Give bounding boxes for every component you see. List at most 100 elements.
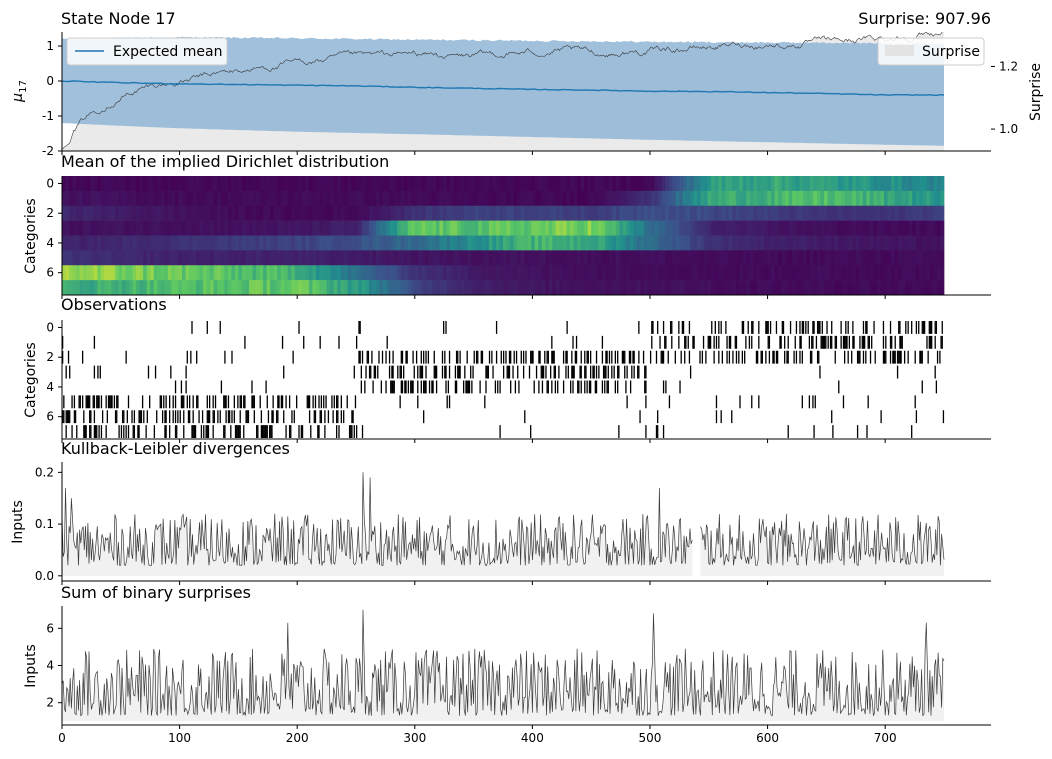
heatmap-cell	[926, 250, 931, 266]
heatmap-cell	[721, 205, 726, 221]
observation-mark	[812, 321, 814, 334]
heatmap-cell	[940, 280, 945, 296]
heatmap-cell	[545, 176, 550, 192]
heatmap-cell	[845, 190, 850, 207]
heatmap-cell	[107, 190, 112, 207]
observation-mark	[829, 335, 832, 349]
observation-mark	[915, 410, 918, 424]
heatmap-cell	[820, 235, 825, 251]
heatmap-cell	[294, 176, 299, 192]
surprise-line	[62, 32, 943, 150]
heatmap-cell	[555, 190, 560, 207]
heatmap-cell	[386, 265, 391, 281]
observation-mark	[354, 395, 357, 409]
heatmap-cell	[196, 205, 200, 221]
heatmap-cell	[753, 235, 758, 251]
heatmap-cell	[742, 265, 747, 281]
heatmap-cell	[940, 250, 945, 266]
observation-mark	[522, 350, 525, 364]
observation-mark	[861, 335, 863, 349]
heatmap-cell	[675, 176, 680, 192]
heatmap-cell	[492, 250, 497, 266]
observation-mark	[684, 350, 686, 364]
heatmap-cell	[686, 250, 691, 266]
heatmap-cell	[675, 190, 680, 207]
heatmap-cell	[256, 205, 260, 221]
heatmap-cell	[446, 280, 451, 296]
heatmap-cell	[552, 280, 557, 296]
observation-mark	[137, 425, 139, 439]
heatmap-cell	[407, 176, 412, 192]
heatmap-cell	[714, 250, 719, 266]
heatmap-cell	[97, 265, 102, 281]
heatmap-cell	[252, 190, 257, 207]
heatmap-cell	[813, 250, 818, 266]
heatmap-cell	[552, 250, 557, 266]
x-tick-label: 200	[286, 731, 309, 745]
heatmap-cell	[146, 220, 151, 236]
heatmap-cell	[467, 265, 472, 281]
heatmap-cell	[517, 205, 522, 221]
heatmap-cell	[711, 280, 716, 296]
heatmap-cell	[813, 190, 818, 207]
observation-mark	[814, 395, 816, 409]
heatmap-cell	[615, 190, 620, 207]
observation-mark	[795, 350, 798, 364]
heatmap-cell	[880, 176, 885, 192]
heatmap-cell	[806, 265, 811, 281]
observation-mark	[353, 425, 355, 439]
heatmap-cell	[330, 220, 335, 236]
observation-mark	[510, 380, 512, 394]
heatmap-cell	[139, 250, 144, 266]
heatmap-cell	[428, 176, 433, 192]
observation-mark	[507, 365, 509, 379]
heatmap-cell	[883, 190, 888, 207]
heatmap-cell	[788, 250, 793, 266]
heatmap-cell	[735, 176, 740, 192]
heatmap-cell	[824, 265, 828, 281]
heatmap-cell	[86, 190, 91, 207]
heatmap-cell	[591, 250, 596, 266]
observation-mark	[270, 425, 272, 439]
heatmap-cell	[700, 205, 705, 221]
heatmap-cell	[901, 250, 906, 266]
observation-mark	[127, 425, 130, 439]
heatmap-cell	[150, 265, 155, 281]
heatmap-cell	[548, 190, 553, 207]
heatmap-cell	[224, 235, 229, 251]
heatmap-cell	[915, 250, 920, 266]
heatmap-cell	[746, 265, 751, 281]
observation-mark	[936, 350, 939, 364]
heatmap-cell	[227, 190, 232, 207]
heatmap-cell	[199, 205, 204, 221]
heatmap-cell	[439, 220, 444, 236]
heatmap-cell	[619, 235, 624, 251]
heatmap-cell	[555, 235, 560, 251]
observation-mark	[856, 425, 859, 439]
observation-mark	[332, 410, 334, 424]
heatmap-cell	[280, 280, 285, 296]
heatmap-cell	[580, 190, 585, 207]
heatmap-cell	[488, 280, 493, 296]
heatmap-cell	[185, 176, 190, 192]
heatmap-cell	[806, 190, 811, 207]
heatmap-cell	[379, 220, 384, 236]
heatmap-cell	[577, 190, 581, 207]
heatmap-cell	[672, 205, 677, 221]
heatmap-cell	[594, 280, 599, 296]
observation-mark	[528, 365, 531, 379]
observation-mark	[180, 395, 183, 409]
heatmap-cell	[361, 176, 366, 192]
heatmap-cell	[545, 265, 550, 281]
observation-mark	[154, 365, 157, 379]
observation-mark	[325, 395, 327, 409]
heatmap-cell	[633, 190, 638, 207]
heatmap-cell	[831, 250, 835, 266]
observation-mark	[237, 425, 239, 439]
heatmap-cell	[298, 205, 303, 221]
heatmap-cell	[178, 220, 183, 236]
binary-surprise-line	[62, 609, 945, 717]
heatmap-cell	[210, 265, 215, 281]
heatmap-cell	[432, 205, 437, 221]
heatmap-cell	[319, 176, 324, 192]
